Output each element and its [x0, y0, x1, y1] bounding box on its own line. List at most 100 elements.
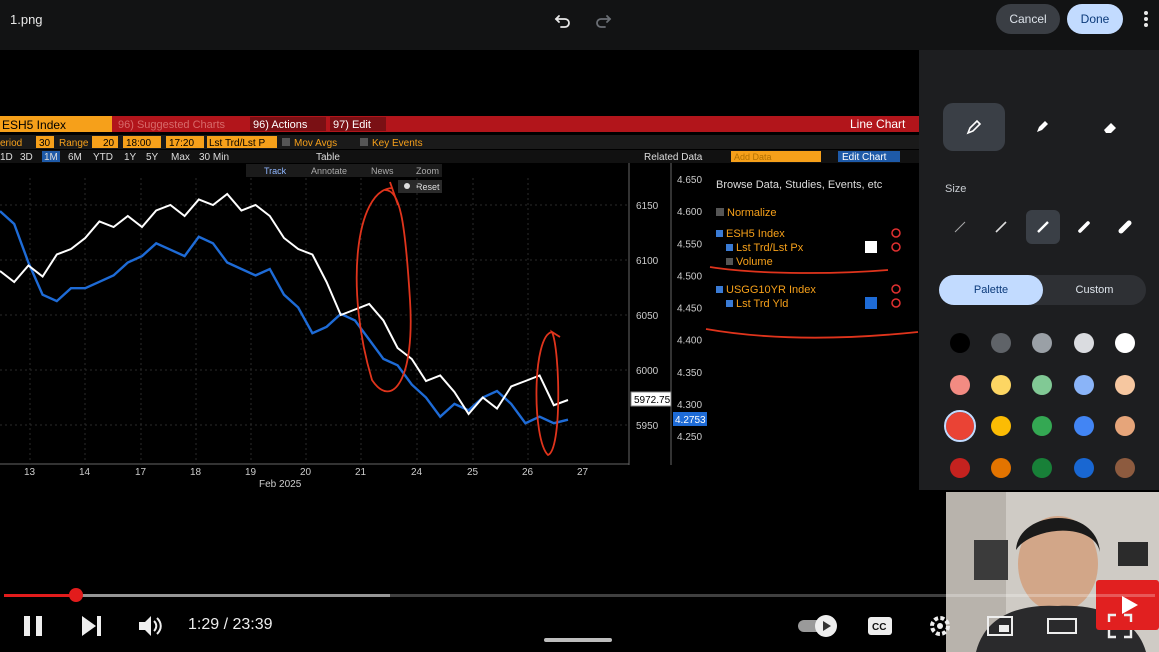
undo-icon[interactable] [552, 9, 574, 31]
color-swatch[interactable] [950, 458, 970, 478]
color-swatch[interactable] [950, 333, 970, 353]
field-select: Lst Trd/Lst P [209, 138, 265, 149]
thickest-line-icon [1118, 220, 1132, 234]
highlighter-icon [1037, 121, 1048, 132]
time-from: 18:00 [126, 138, 151, 149]
terminal-header-bar [0, 116, 919, 132]
color-swatch[interactable] [1032, 375, 1052, 395]
medium-line-icon [1037, 221, 1049, 233]
color-swatch[interactable] [991, 416, 1011, 436]
color-swatch[interactable] [1074, 416, 1094, 436]
left-tick-label: 6000 [636, 366, 659, 377]
x-tick-label: 14 [79, 467, 91, 478]
color-swatch[interactable] [1074, 375, 1094, 395]
time-to: 17:20 [169, 138, 194, 149]
right-tick-label: 4.400 [677, 336, 702, 347]
edit-chart-button: Edit Chart [842, 152, 887, 163]
video-buffered-bar [4, 594, 390, 597]
size-option-3[interactable] [1026, 210, 1060, 244]
thick-line-icon [1078, 221, 1090, 233]
color-swatch[interactable] [991, 458, 1011, 478]
thin-line-icon [954, 221, 966, 233]
size-option-4[interactable] [1067, 210, 1101, 244]
custom-tab[interactable]: Custom [1075, 284, 1114, 296]
x-tick-label: 13 [24, 467, 36, 478]
color-swatch[interactable] [1115, 333, 1135, 353]
series-line-usgg10yr [0, 210, 569, 425]
chart-kind-label: Line Chart [850, 117, 906, 131]
eraser-tool[interactable] [1079, 103, 1141, 151]
pause-icon[interactable] [20, 612, 48, 640]
size-option-5[interactable] [1108, 210, 1142, 244]
series1-index: ESH5 Index [726, 228, 785, 240]
period-tab: 1D [0, 152, 13, 163]
key-events-toggle: Key Events [372, 138, 423, 149]
color-swatch[interactable] [1115, 416, 1135, 436]
palette-tab[interactable]: Palette [939, 275, 1043, 305]
color-swatch[interactable] [991, 333, 1011, 353]
pen-icon [966, 119, 982, 135]
color-swatch[interactable] [1032, 416, 1052, 436]
autoplay-toggle-icon[interactable] [796, 612, 840, 640]
series1-volume: Volume [736, 256, 773, 268]
volume-icon[interactable] [136, 612, 164, 640]
left-tick-label: 6100 [636, 256, 659, 267]
period-tab: 3D [20, 152, 33, 163]
x-tick-label: 17 [135, 467, 147, 478]
x-tick-label: 19 [245, 467, 257, 478]
period-tabs: 1D 3D 1M 6M YTD 1Y 5Y Max 30 Min [0, 151, 229, 163]
done-button[interactable]: Done [1067, 4, 1123, 34]
gesture-home-bar[interactable] [544, 638, 612, 642]
last-yield-label: 4.2753 [675, 415, 706, 426]
terminal-chart: ESH5 Index 96) Suggested Charts 96) Acti… [0, 116, 919, 490]
suggested-menu: 96) Suggested Charts [118, 119, 226, 131]
color-swatch[interactable] [950, 375, 970, 395]
period-tab: 1M [44, 152, 58, 163]
closed-captions-icon[interactable]: CC [866, 612, 894, 640]
highlighter-tool[interactable] [1011, 103, 1073, 151]
series2-field: Lst Trd Yld [736, 298, 788, 310]
size-option-1[interactable] [943, 210, 977, 244]
redo-icon[interactable] [592, 9, 614, 31]
color-swatch[interactable] [1032, 458, 1052, 478]
miniplayer-icon[interactable] [986, 612, 1014, 640]
settings-icon[interactable] [926, 612, 954, 640]
file-name: 1.png [10, 12, 43, 27]
zoom-tool: Zoom [416, 166, 439, 176]
color-swatch[interactable] [1032, 333, 1052, 353]
period-tab: 30 Min [199, 152, 229, 163]
left-tick-label: 6050 [636, 311, 659, 322]
next-video-icon[interactable] [78, 612, 106, 640]
color-swatch[interactable] [1074, 458, 1094, 478]
period-tab: 6M [68, 152, 82, 163]
color-mode-toggle: Palette Custom [939, 275, 1146, 305]
video-scrubber-handle[interactable] [69, 588, 83, 602]
right-tick-label: 4.450 [677, 304, 702, 315]
right-tick-label: 4.350 [677, 368, 702, 379]
ticker-box [0, 116, 112, 132]
x-tick-label: 24 [411, 467, 423, 478]
webcam-overlay [946, 492, 1159, 652]
x-tick-label: 27 [577, 467, 589, 478]
svg-text:CC: CC [872, 622, 886, 633]
selected-swatch-ring [944, 410, 976, 442]
more-vert-icon[interactable] [1136, 8, 1156, 30]
track-tool: Track [264, 166, 287, 176]
right-tick-label: 4.250 [677, 432, 702, 443]
drawing-tools-panel: Size Palette Custom [919, 50, 1159, 490]
color-swatch[interactable] [1115, 375, 1135, 395]
add-data-input: Add Data [734, 152, 772, 162]
size-option-2[interactable] [984, 210, 1018, 244]
color-swatch[interactable] [991, 375, 1011, 395]
x-tick-label: 18 [190, 467, 202, 478]
pen-tool[interactable] [943, 103, 1005, 151]
color-swatch[interactable] [1074, 333, 1094, 353]
cancel-button[interactable]: Cancel [996, 4, 1060, 34]
eraser-icon [1104, 123, 1116, 133]
fullscreen-icon[interactable] [1106, 612, 1134, 640]
presenter-image [946, 492, 1159, 652]
theater-mode-icon[interactable] [1046, 612, 1078, 640]
video-progress-track[interactable] [4, 594, 1155, 597]
color-swatch[interactable] [1115, 458, 1135, 478]
browse-hint: Browse Data, Studies, Events, etc [716, 179, 883, 191]
